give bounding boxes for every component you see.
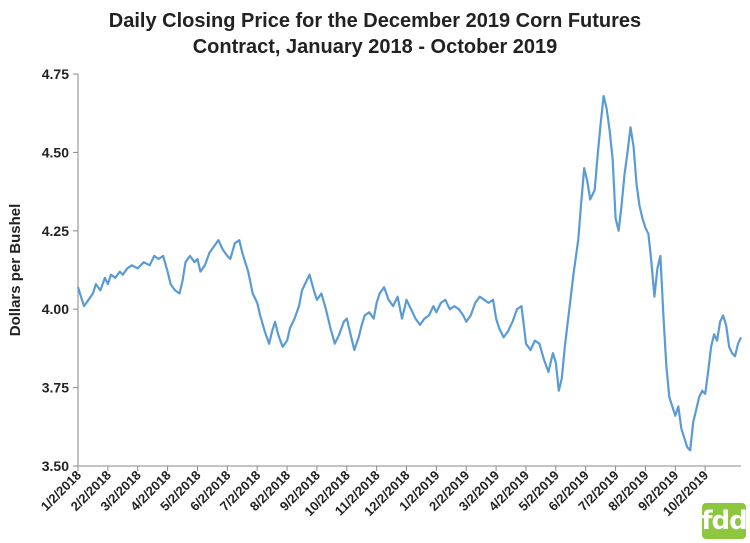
y-tick-label: 4.00	[42, 301, 69, 317]
fdd-logo: fdd	[701, 503, 748, 539]
y-axis-label: Dollars per Bushel	[7, 204, 24, 337]
price-series-line	[76, 94, 742, 452]
chart-title-line-2: Contract, January 2018 - October 2019	[192, 36, 558, 58]
logo-text: fdd	[701, 506, 748, 536]
y-tick-label: 4.25	[42, 223, 69, 239]
y-tick-label: 3.50	[42, 458, 69, 474]
chart-title-line-1: Daily Closing Price for the December 201…	[108, 10, 642, 32]
y-tick-label: 4.75	[42, 66, 69, 82]
y-tick-labels: 3.50 3.75 4.00 4.25 4.50 4.75	[42, 66, 78, 474]
chart-title: Daily Closing Price for the December 201…	[0, 8, 750, 60]
x-tick-labels: 1/2/20182/2/20183/2/20184/2/20185/2/2018…	[38, 466, 711, 519]
y-tick-label: 4.50	[42, 144, 69, 160]
y-tick-label: 3.75	[42, 380, 69, 396]
